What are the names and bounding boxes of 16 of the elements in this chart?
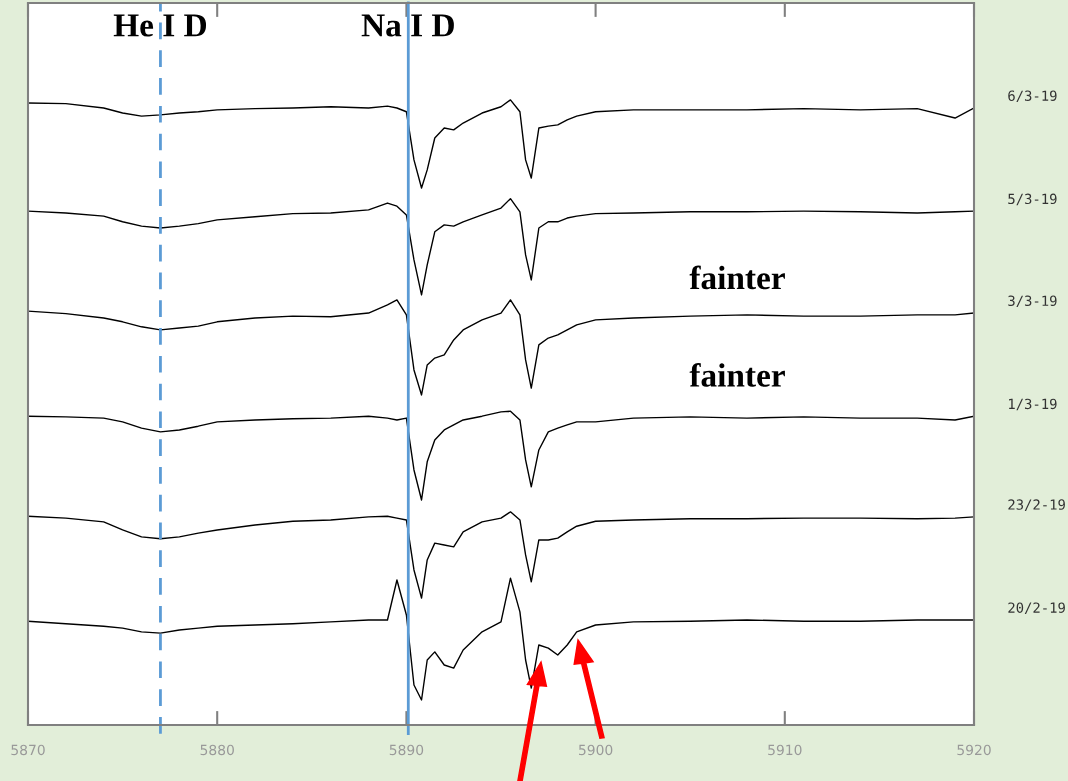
annotation: fainter xyxy=(689,265,785,290)
x-tick-label: 5920 xyxy=(957,744,991,756)
ref-line-label: He I D xyxy=(113,14,207,37)
text: 23/2-19 xyxy=(1008,499,1065,511)
ref-line-label: Na I D xyxy=(361,14,454,37)
text: 5/3-19 xyxy=(1008,193,1057,206)
x-tick-label: 5880 xyxy=(200,744,234,756)
x-tick-label: 5870 xyxy=(11,744,45,756)
text: 3/3-19 xyxy=(1008,295,1057,308)
x-tick-label: 5890 xyxy=(389,744,424,756)
x-tick-label: 5910 xyxy=(768,744,802,756)
text: 1/3-19 xyxy=(1009,398,1057,411)
x-tick-label: 5900 xyxy=(579,744,613,756)
text: 6/3-19 xyxy=(1008,90,1057,103)
text: 20/2-19 xyxy=(1008,602,1065,615)
annotation: fainter xyxy=(689,362,785,387)
